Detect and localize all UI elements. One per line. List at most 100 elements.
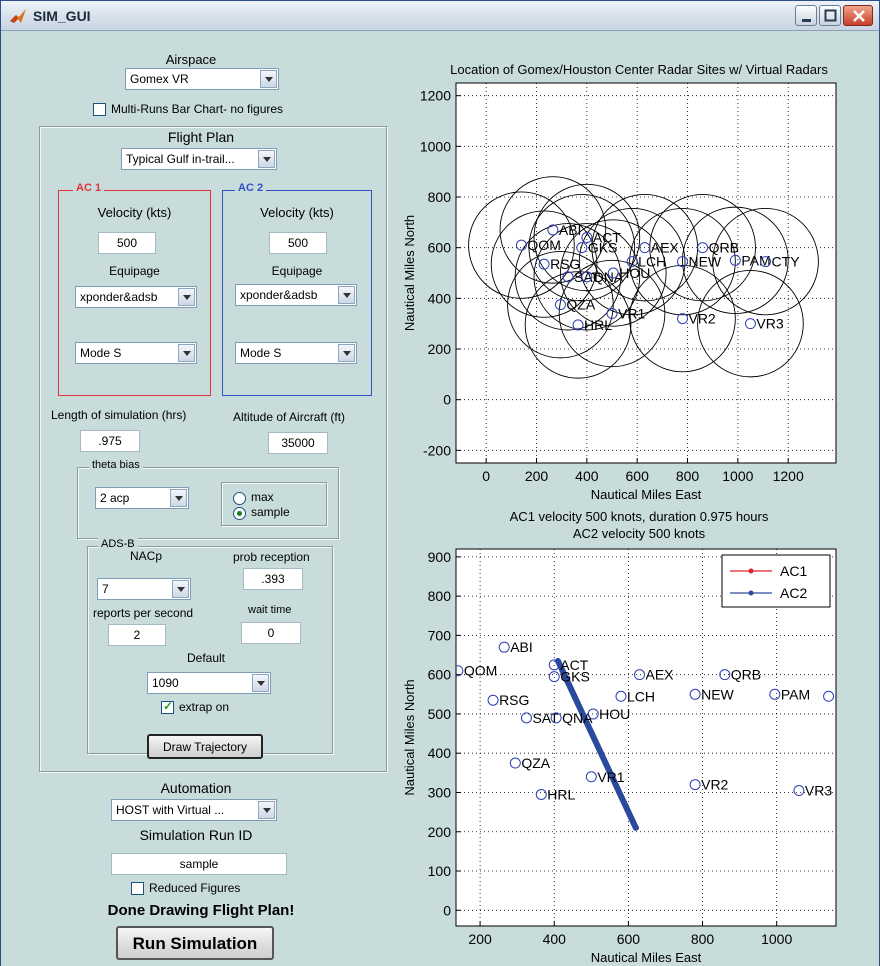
draw-trajectory-button[interactable]: Draw Trajectory — [147, 734, 263, 759]
ac1-velocity-input[interactable]: 500 — [98, 232, 156, 254]
flight-plan-dropdown[interactable]: Typical Gulf in-trail... — [121, 148, 277, 170]
minimize-button[interactable] — [795, 5, 817, 26]
ac2-velocity-input[interactable]: 500 — [269, 232, 327, 254]
radar-site-marker — [509, 757, 521, 769]
radar-site-marker — [581, 232, 593, 244]
reports-per-second-input[interactable]: 2 — [108, 624, 166, 646]
radar-site-label: QNA — [562, 710, 593, 726]
x-tick-label: 1200 — [773, 468, 804, 484]
radar-site-marker — [729, 254, 741, 266]
coverage-circle — [524, 271, 632, 379]
theta-bias-dropdown[interactable]: 2 acp — [95, 487, 189, 509]
ac2-equipage-label: Equipage — [271, 264, 323, 278]
maximize-button[interactable] — [819, 5, 841, 26]
radar-site-marker — [456, 665, 464, 677]
coverage-circle — [533, 183, 641, 292]
y-tick-label: 400 — [428, 745, 452, 761]
y-tick-label: 200 — [428, 824, 452, 840]
radar-site-marker — [487, 694, 499, 706]
ac2-equipage-dropdown[interactable]: xponder&adsb — [235, 284, 357, 306]
radar-site-marker — [548, 659, 560, 671]
radar-site-label: QZA — [521, 755, 550, 771]
airspace-dropdown[interactable]: Gomex VR — [125, 68, 279, 90]
extrap-checkbox[interactable] — [161, 699, 174, 714]
extrap-label: extrap on — [179, 700, 230, 714]
radar-site-marker — [581, 271, 593, 283]
flight-plan-value: Typical Gulf in-trail... — [126, 152, 235, 166]
legend-entry: AC2 — [780, 585, 807, 601]
radar-site-marker — [697, 242, 709, 254]
radar-site-label: GKS — [560, 669, 590, 685]
chevron-down-icon — [338, 286, 355, 304]
chart1-title: Location of Gomex/Houston Center Radar S… — [450, 62, 828, 77]
coverage-circle — [578, 207, 686, 316]
legend-box — [721, 554, 831, 608]
wait-time-input[interactable]: 0 — [241, 622, 301, 644]
y-tick-label: 0 — [443, 392, 451, 408]
radar-site-label: QRB — [731, 667, 761, 683]
prob-reception-input[interactable]: .393 — [243, 568, 303, 590]
radar-site-marker — [634, 669, 646, 681]
chevron-down-icon — [252, 674, 269, 692]
radar-site-label: ACT — [593, 230, 621, 246]
radar-site-marker — [576, 242, 588, 254]
max-radio-label: max — [251, 490, 274, 504]
radar-site-label: CTY — [772, 254, 801, 270]
radar-site-label: ABI — [559, 222, 582, 238]
ac1-equipage-dropdown[interactable]: xponder&adsb — [75, 286, 197, 308]
ac1-panel — [58, 190, 211, 396]
radar-site-label: ABI — [510, 639, 533, 655]
theta-bias-radio-group — [221, 482, 327, 526]
radar-site-label: LCH — [627, 688, 655, 704]
sample-radio[interactable] — [233, 507, 246, 520]
run-simulation-button[interactable]: Run Simulation — [116, 926, 274, 960]
radar-site-label: QOM — [464, 663, 497, 679]
multi-runs-checkbox[interactable] — [93, 103, 106, 116]
radar-sites-map-chart: 0 200 400 600 800 1000 1200 -200 0 200 400 600 800 10… — [402, 82, 837, 502]
run-id-input[interactable]: sample — [111, 853, 287, 875]
reduced-figures-checkbox[interactable] — [131, 882, 144, 895]
sim-length-input[interactable]: .975 — [80, 430, 140, 452]
radar-site-label: HRL — [584, 317, 612, 333]
altitude-input[interactable]: 35000 — [268, 432, 328, 454]
theta-bias-title: theta bias — [89, 459, 143, 471]
radar-site-label: CTY — [835, 688, 864, 704]
nacp-dropdown[interactable]: 7 — [97, 578, 191, 600]
ac2-velocity-label: Velocity (kts) — [260, 205, 334, 220]
ac2-title: AC 2 — [235, 182, 267, 194]
radar-site-marker — [676, 256, 688, 268]
max-radio[interactable] — [233, 492, 246, 505]
adsb-title: ADS-B — [98, 538, 138, 550]
y-tick-label: 700 — [428, 627, 452, 643]
close-button[interactable] — [843, 5, 873, 26]
coverage-circle — [558, 259, 666, 368]
coverage-circle — [499, 176, 607, 284]
default-dropdown[interactable]: 1090 — [147, 672, 271, 694]
ac2-mode-dropdown[interactable]: Mode S — [235, 342, 357, 364]
ac1-equipage-label: Equipage — [109, 264, 160, 278]
radar-site-label: PAM — [741, 252, 770, 268]
ac2-equipage-value: xponder&adsb — [240, 288, 318, 302]
automation-dropdown[interactable]: HOST with Virtual ... — [111, 799, 277, 821]
coverage-circle — [697, 270, 804, 378]
radar-site-label: VR3 — [805, 783, 832, 799]
ac1-mode-dropdown[interactable]: Mode S — [75, 342, 197, 364]
x-tick-label: 1000 — [761, 931, 792, 947]
radar-site-label: NEW — [701, 686, 734, 702]
radar-site-label: VR2 — [688, 311, 715, 327]
radar-site-label: LCH — [638, 254, 666, 270]
radar-site-marker — [606, 308, 618, 320]
radar-site-marker — [615, 690, 627, 702]
y-axis-label: Nautical Miles North — [402, 215, 417, 331]
coverage-circle — [468, 191, 575, 299]
radar-site-label: PAM — [781, 686, 810, 702]
radar-site-label: QOM — [527, 237, 560, 253]
x-axis-label: Nautical Miles East — [591, 487, 702, 502]
x-tick-label: 600 — [617, 931, 641, 947]
radar-site-label: SAT — [532, 710, 559, 726]
radar-site-label: QZA — [566, 297, 595, 313]
prob-reception-label: prob reception — [233, 550, 310, 564]
coverage-circle — [507, 251, 614, 359]
x-tick-label: 400 — [543, 931, 567, 947]
altitude-label: Altitude of Aircraft (ft) — [233, 410, 346, 424]
